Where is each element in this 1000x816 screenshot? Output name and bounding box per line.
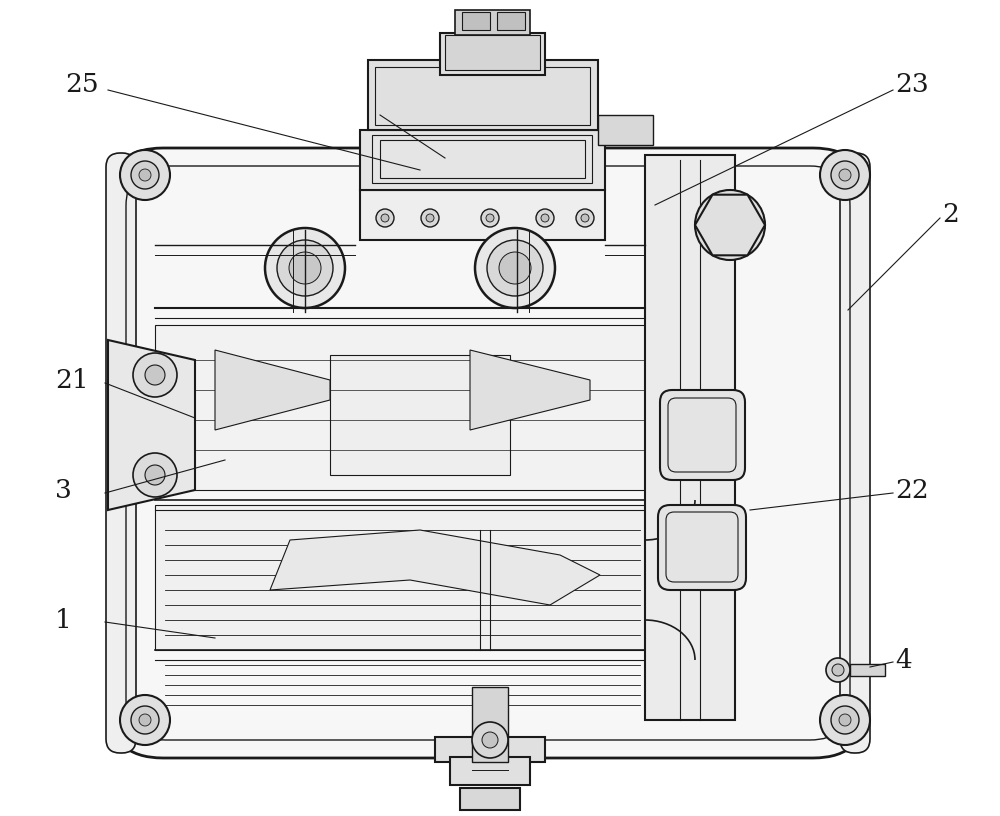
Bar [375,67,590,125]
Circle shape [381,214,389,222]
Polygon shape [215,350,330,430]
Bar [435,737,545,762]
Bar [462,12,490,30]
Circle shape [541,214,549,222]
FancyBboxPatch shape [106,153,136,753]
Circle shape [695,190,765,260]
FancyBboxPatch shape [658,505,746,590]
Circle shape [576,209,594,227]
Circle shape [486,214,494,222]
Text: 25: 25 [65,73,99,97]
Circle shape [145,465,165,485]
Bar [598,115,653,145]
Bar [455,10,530,35]
Bar [450,757,530,785]
Polygon shape [270,530,600,605]
Circle shape [820,150,870,200]
Circle shape [426,214,434,222]
Bar [645,155,735,720]
Circle shape [708,203,752,247]
Circle shape [277,240,333,296]
Circle shape [376,209,394,227]
Bar [368,60,598,130]
Bar [380,140,585,178]
Polygon shape [695,195,765,255]
Text: 4: 4 [895,648,912,672]
Text: 23: 23 [895,73,929,97]
Circle shape [120,695,170,745]
Circle shape [499,252,531,284]
Bar [460,788,520,810]
Circle shape [832,664,844,676]
FancyBboxPatch shape [840,153,870,753]
Bar [360,130,605,190]
Bar [155,505,645,650]
Text: 22: 22 [895,477,929,503]
Polygon shape [108,340,195,510]
Circle shape [718,213,742,237]
Circle shape [831,161,859,189]
Circle shape [472,722,508,758]
Bar [497,12,525,30]
Circle shape [139,714,151,726]
Circle shape [131,161,159,189]
FancyBboxPatch shape [108,148,868,758]
Circle shape [139,169,151,181]
Text: 21: 21 [55,367,89,392]
Circle shape [839,714,851,726]
Bar [440,33,545,75]
Circle shape [289,252,321,284]
Bar [472,687,508,762]
Circle shape [421,209,439,227]
Circle shape [120,150,170,200]
Circle shape [133,453,177,497]
Bar [372,135,592,183]
Circle shape [839,169,851,181]
Text: 3: 3 [55,477,72,503]
Circle shape [487,240,543,296]
Circle shape [133,353,177,397]
Circle shape [536,209,554,227]
Circle shape [475,228,555,308]
Polygon shape [470,350,590,430]
Circle shape [131,706,159,734]
Circle shape [831,706,859,734]
Bar [155,325,645,490]
Text: 1: 1 [55,607,72,632]
Bar [360,190,605,240]
Circle shape [265,228,345,308]
Bar [850,664,885,676]
FancyBboxPatch shape [660,390,745,480]
Circle shape [481,209,499,227]
Circle shape [145,365,165,385]
Text: 2: 2 [942,202,959,228]
Circle shape [482,732,498,748]
Bar [330,355,510,475]
Circle shape [820,695,870,745]
Bar [445,35,540,70]
Circle shape [581,214,589,222]
Circle shape [826,658,850,682]
